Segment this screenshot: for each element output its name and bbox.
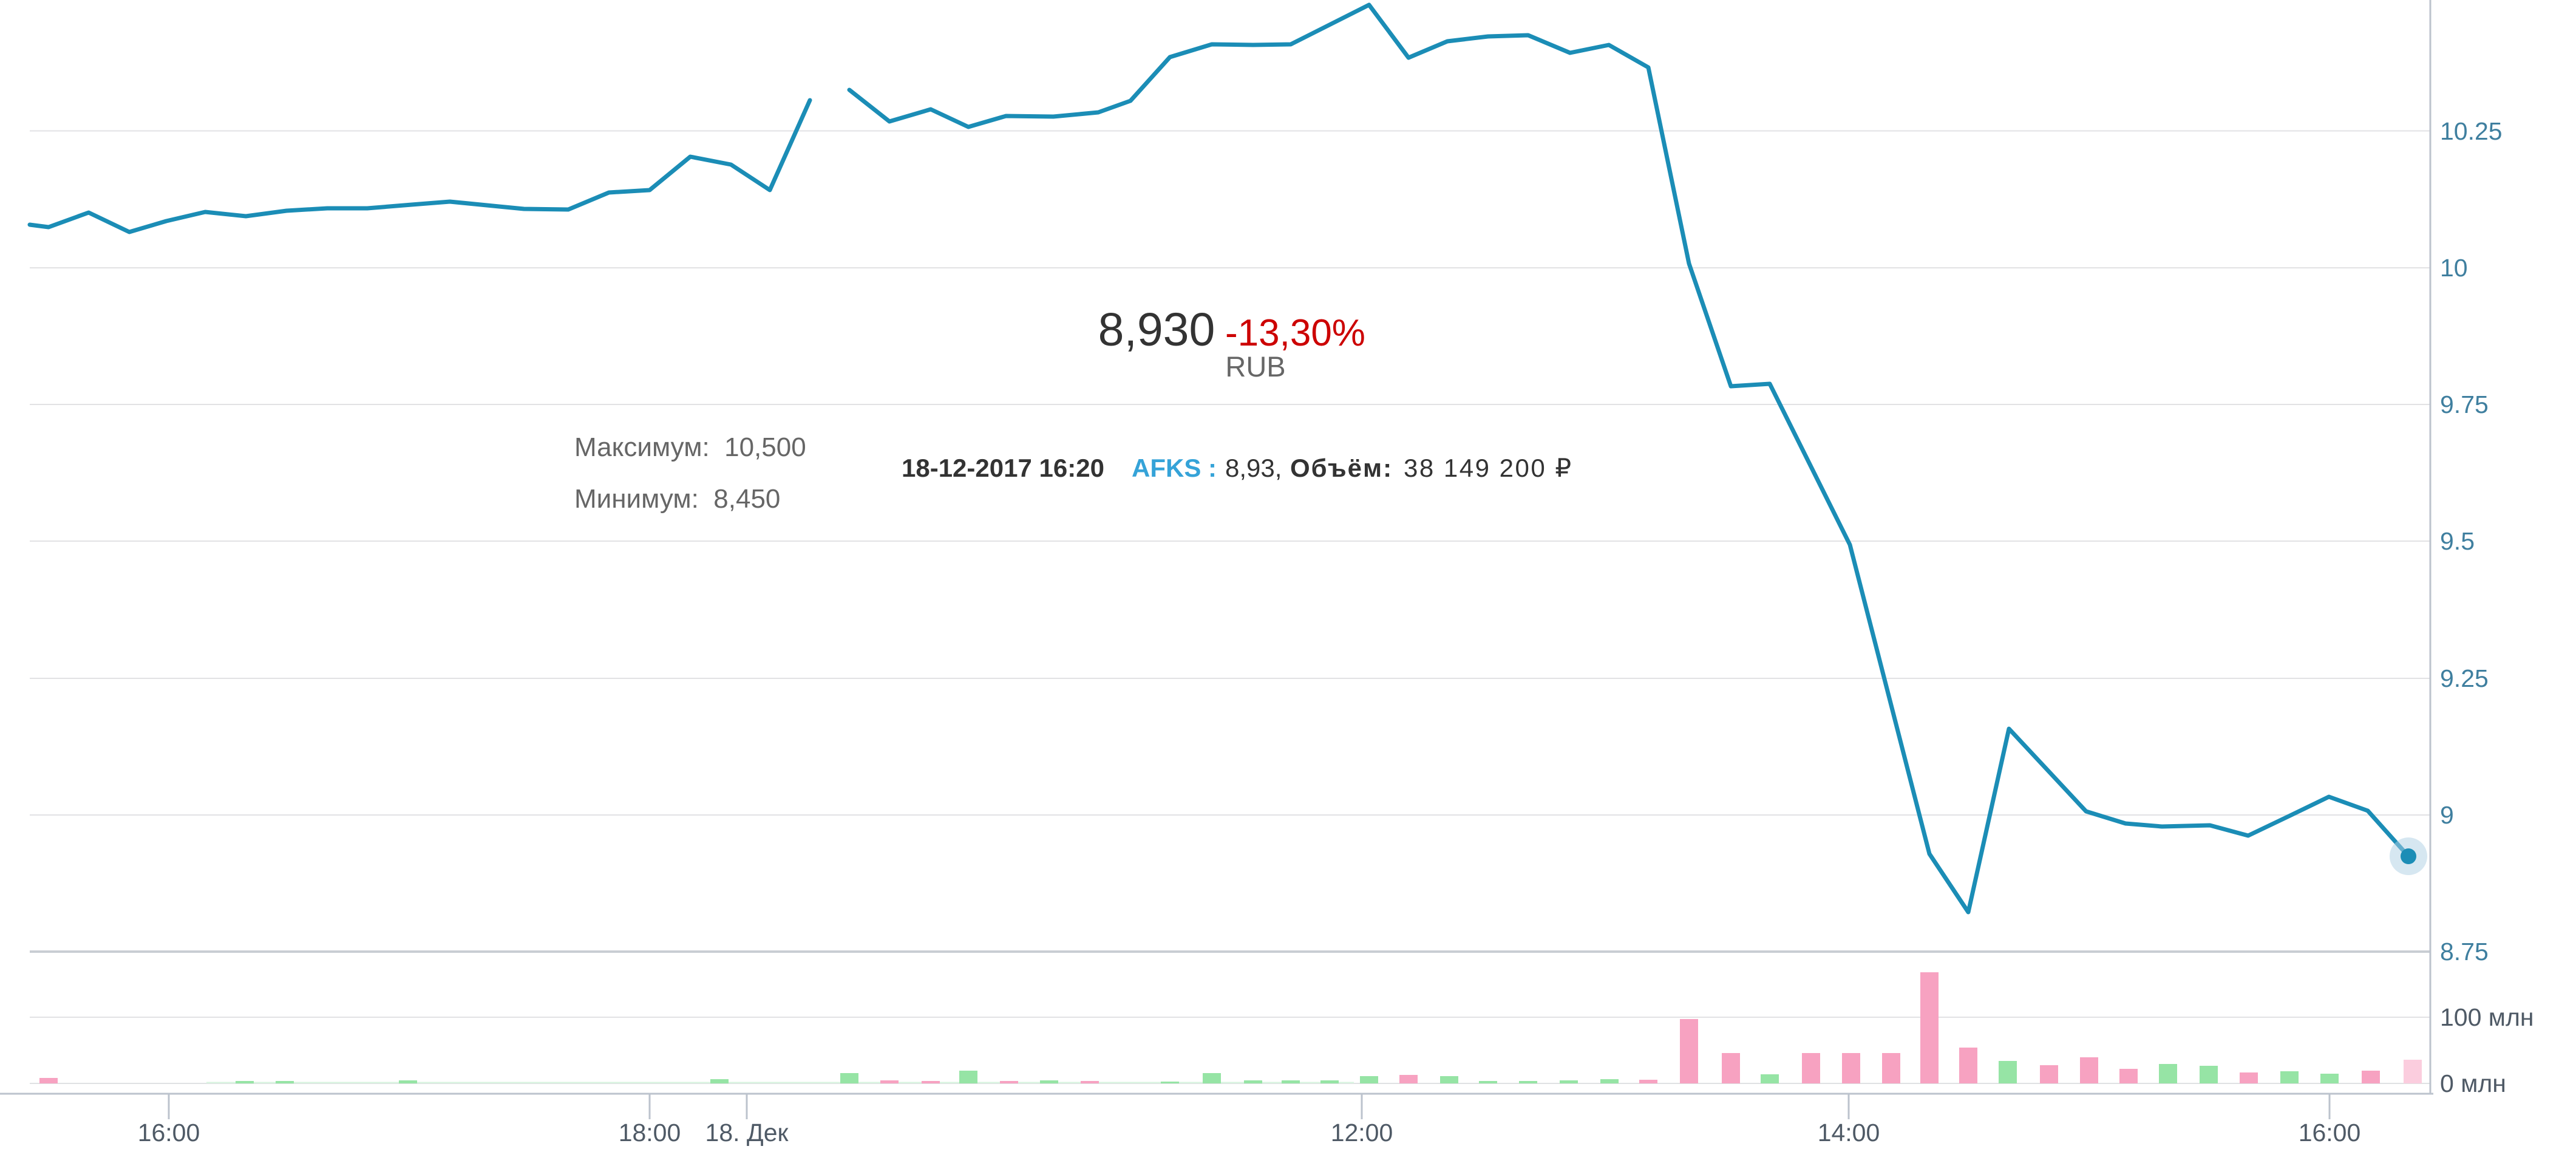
svg-text:9.5: 9.5 <box>2440 527 2475 555</box>
svg-text:12:00: 12:00 <box>1331 1119 1393 1147</box>
svg-text:16:00: 16:00 <box>138 1119 200 1147</box>
svg-text:9: 9 <box>2440 801 2454 829</box>
svg-text:100 млн: 100 млн <box>2440 1003 2534 1031</box>
svg-text:9.25: 9.25 <box>2440 664 2489 692</box>
svg-text:18. Дек: 18. Дек <box>705 1119 789 1147</box>
svg-text:8,930: 8,930 <box>1098 304 1215 356</box>
svg-text:16:00: 16:00 <box>2299 1119 2361 1147</box>
svg-text:Минимум: 8,450: Минимум: 8,450 <box>574 484 780 514</box>
svg-text:10.25: 10.25 <box>2440 117 2503 145</box>
svg-text:AFKS :: AFKS : <box>1132 454 1217 482</box>
svg-text:8.75: 8.75 <box>2440 938 2489 966</box>
svg-text:14:00: 14:00 <box>1818 1119 1880 1147</box>
svg-text:10: 10 <box>2440 254 2468 282</box>
svg-text:18-12-2017 16:20: 18-12-2017 16:20 <box>902 454 1104 482</box>
svg-text:Объём:: Объём: <box>1290 454 1393 482</box>
svg-text:8,93,: 8,93, <box>1225 454 1282 482</box>
svg-text:38 149 200 ₽: 38 149 200 ₽ <box>1404 454 1573 482</box>
svg-text:RUB: RUB <box>1225 350 1285 383</box>
svg-text:-13,30%: -13,30% <box>1225 312 1365 354</box>
svg-text:0 млн: 0 млн <box>2440 1069 2506 1097</box>
svg-text:9.75: 9.75 <box>2440 390 2489 418</box>
svg-text:Максимум: 10,500: Максимум: 10,500 <box>574 432 806 462</box>
svg-text:18:00: 18:00 <box>619 1119 681 1147</box>
